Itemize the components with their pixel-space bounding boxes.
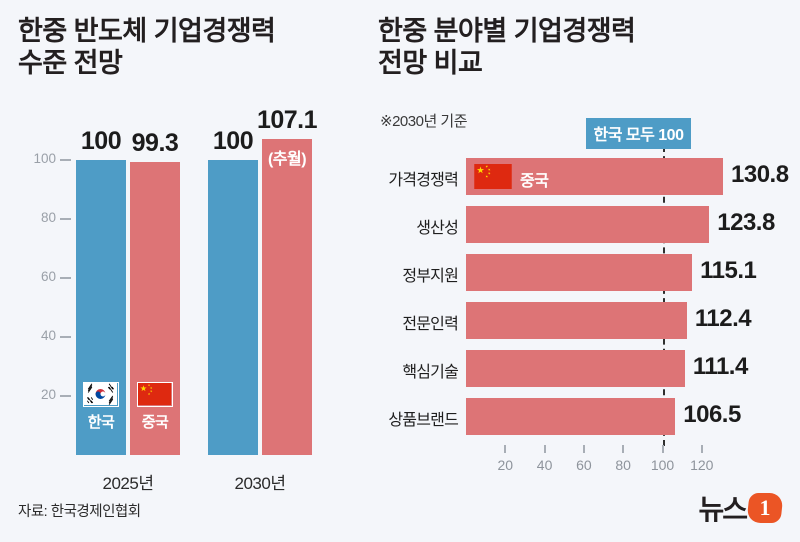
y-axis-tick-label-100: 100 (33, 151, 56, 166)
value-label-전문인력: 112.4 (694, 304, 752, 332)
logo-text: 뉴스 (698, 494, 748, 525)
china-flag-icon-legend (474, 164, 512, 189)
right-chart-panel: 한중 분야별 기업경쟁력 전망 비교 ※2030년 기준 가격경쟁력 130.8 생… (366, 0, 800, 542)
category-label-상품브랜드: 상품브랜드 (388, 411, 458, 429)
y-axis-tick-mark-40 (60, 336, 71, 338)
right-panel-subtitle: ※2030년 기준 (380, 113, 468, 130)
category-label-가격경쟁력: 가격경쟁력 (388, 171, 458, 189)
bar-생산성 (466, 206, 710, 243)
china-flag-icon (137, 382, 173, 407)
category-label-핵심기술: 핵심기술 (402, 363, 458, 381)
x-axis-tick-label-120: 120 (690, 457, 714, 473)
baseline-badge: 한국 모두 100 (585, 118, 692, 149)
value-label-정부지원: 115.1 (700, 256, 757, 284)
x-axis-tick-mark-60 (582, 445, 585, 453)
bar-전문인력 (466, 302, 687, 339)
x-axis-tick-mark-40 (543, 445, 546, 453)
bar-korea-2025년 (76, 160, 126, 455)
overtake-tag: (추월) (267, 151, 307, 169)
x-axis-tick-label-60: 60 (576, 457, 592, 473)
category-label-전문인력: 전문인력 (402, 315, 458, 333)
legend-label-china: 중국 (520, 173, 549, 190)
y-axis-tick-mark-100 (60, 159, 71, 161)
bar-value-label: 99.3 (131, 129, 179, 158)
bar-핵심기술 (466, 350, 685, 387)
legend-label-china: 중국 (141, 414, 169, 431)
right-plot-area: 가격경쟁력 130.8 생산성 123.8 정부지원 115.1 전문인력 112.4 핵심기술… (366, 0, 800, 542)
x-axis-tick-label-40: 40 (536, 457, 553, 473)
bar-정부지원 (466, 254, 693, 291)
x-axis-tick-label-80: 80 (615, 457, 631, 473)
y-axis-tick-label-40: 40 (40, 328, 56, 343)
x-axis-tick-mark-80 (622, 445, 625, 453)
bar-value-label: 100 (80, 127, 122, 155)
value-label-핵심기술: 111.4 (692, 352, 748, 380)
category-label-생산성: 생산성 (416, 219, 459, 237)
x-axis-category-2030년: 2030년 (234, 474, 286, 493)
korea-flag-icon (83, 382, 119, 407)
value-label-가격경쟁력: 130.8 (731, 160, 789, 188)
x-axis-tick-label-100: 100 (650, 457, 675, 473)
source-note: 자료: 한국경제인협회 (18, 504, 141, 520)
left-chart-panel: 한중 반도체 기업경쟁력 수준 전망 100 80 60 40 20 100 한국 99.3 중… (0, 0, 366, 542)
left-panel-title: 한중 반도체 기업경쟁력 수준 전망 (18, 16, 276, 78)
category-label-정부지원: 정부지원 (402, 267, 458, 285)
value-label-상품브랜드: 106.5 (683, 400, 741, 428)
bar-상품브랜드 (466, 398, 676, 435)
right-panel-title: 한중 분야별 기업경쟁력 전망 비교 (378, 16, 636, 78)
x-axis-category-2025년: 2025년 (102, 474, 154, 493)
legend-label-korea: 한국 (87, 414, 115, 431)
logo-mark-icon (746, 493, 784, 523)
y-axis-tick-label-80: 80 (40, 210, 56, 225)
x-axis-tick-label-20: 20 (497, 457, 514, 473)
baseline-dashed-line (662, 146, 665, 446)
value-label-생산성: 123.8 (717, 208, 775, 236)
news1-logo: 뉴스 (698, 488, 784, 528)
y-axis-tick-label-20: 20 (40, 387, 56, 402)
x-axis-tick-mark-120 (700, 445, 703, 453)
y-axis-tick-mark-20 (60, 395, 71, 397)
bar-korea-2030년 (208, 160, 258, 455)
x-axis-tick-mark-100 (661, 445, 664, 453)
bar-value-label: 100 (212, 127, 254, 155)
x-axis-tick-mark-20 (504, 445, 507, 453)
y-axis-tick-mark-80 (60, 218, 71, 220)
y-axis-tick-mark-60 (60, 277, 71, 279)
bar-china-2030년 (262, 139, 312, 455)
y-axis-tick-label-60: 60 (40, 269, 56, 284)
left-plot-area: 100 80 60 40 20 100 한국 99.3 중국 2025년 100 107.1 (추월) 2… (0, 106, 366, 493)
bar-value-label: 107.1 (256, 106, 318, 135)
